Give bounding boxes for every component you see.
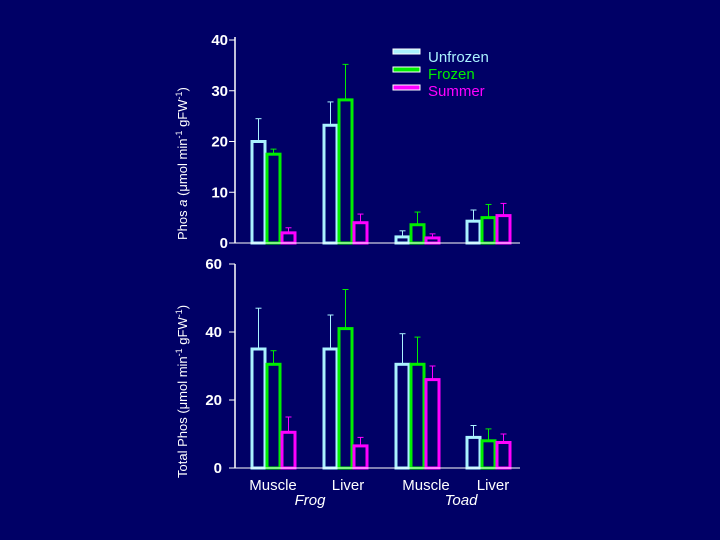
phos-a-y-label-part: Phos (175, 207, 190, 240)
phos-a-bar-unfrozen-frog-liver (322, 123, 339, 245)
total-phos-y-label-part: ) (175, 305, 190, 309)
phos-a-tick-label-10: 10 (211, 184, 228, 201)
legend-label-summer: Summer (428, 83, 485, 100)
total-phos-bar-unfrozen-toad-liver (465, 435, 482, 470)
phos-a-y-label-part: a (175, 200, 190, 207)
legend: Unfrozen Frozen Summer (392, 48, 489, 100)
legend-label-frozen: Frozen (428, 66, 475, 83)
phos-a-y-label-part: mol min (175, 139, 190, 185)
phos-a-y-label-part: μ (175, 184, 190, 192)
total-phos-tick-label-60: 60 (205, 256, 222, 273)
phos-a-bar-frozen-frog-muscle (265, 152, 282, 245)
total-phos-bar-summer-toad-liver (495, 441, 512, 470)
total-phos-bar-frozen-frog-muscle (265, 362, 282, 470)
phos-a-y-axis-label: Phos a (μmol min-1 gFW-1) (174, 87, 190, 240)
total-phos-bar-unfrozen-frog-muscle (250, 347, 267, 470)
total-phos-bar-summer-toad-muscle (424, 378, 441, 470)
total-phos-bar-summer-frog-liver (352, 444, 369, 470)
legend-swatch-frozen (392, 66, 421, 73)
x-label-toad-liver: Liver (477, 477, 510, 494)
phos-a-tick-label-30: 30 (211, 83, 228, 100)
total-phos-bar-unfrozen-frog-liver (322, 347, 339, 470)
phos-a-bar-unfrozen-frog-muscle (250, 140, 267, 245)
total-phos-tick-label-0: 0 (214, 460, 222, 477)
legend-swatch-unfrozen (392, 48, 421, 55)
x-label-toad-muscle: Muscle (402, 477, 450, 494)
total-phos-bar-summer-frog-muscle (280, 430, 297, 470)
phos-a-tick-label-40: 40 (211, 32, 228, 49)
x-group-label-toad: Toad (445, 492, 478, 509)
total-phos-tick-label-40: 40 (205, 324, 222, 341)
phos-a-tick-label-0: 0 (220, 235, 228, 252)
total-phos-y-label-part: mol min (175, 356, 190, 402)
phos-a-y-label-part: -1 (174, 131, 184, 139)
total-phos-tick-label-20: 20 (205, 392, 222, 409)
total-phos-y-label-part: gFW (175, 317, 190, 349)
total-phos-y-label-part: -1 (174, 309, 184, 317)
legend-swatch-summer (392, 84, 421, 91)
total-phos-bar-unfrozen-toad-muscle (394, 362, 411, 470)
phos-a-bar-frozen-frog-liver (337, 98, 354, 245)
total-phos-y-label-part: Total Phos ( (175, 409, 190, 478)
phos-a-bar-frozen-toad-muscle (409, 223, 426, 245)
phos-a-bar-unfrozen-toad-liver (465, 219, 482, 245)
phos-a-y-label-part: ) (175, 87, 190, 91)
total-phos-y-label-part: μ (175, 402, 190, 410)
x-label-frog-liver: Liver (332, 477, 365, 494)
total-phos-bar-frozen-toad-liver (480, 439, 497, 470)
total-phos-y-axis-label: Total Phos (μmol min-1 gFW-1) (174, 305, 190, 478)
total-phos-bar-frozen-toad-muscle (409, 362, 426, 470)
phos-a-bar-summer-frog-muscle (280, 231, 297, 245)
phos-a-tick-label-20: 20 (211, 134, 228, 151)
x-label-frog-muscle: Muscle (249, 477, 297, 494)
total-phos-bar-frozen-frog-liver (337, 327, 354, 470)
phos-a-bar-frozen-toad-liver (480, 216, 497, 245)
phos-a-bar-summer-toad-liver (495, 214, 512, 245)
phos-a-bar-unfrozen-toad-muscle (394, 235, 411, 245)
x-axis-labels: Muscle Liver Muscle Liver Frog Toad (249, 477, 509, 509)
total-phos-y-label-part: -1 (174, 348, 184, 356)
phos-a-y-label-part: ( (175, 191, 190, 200)
x-group-label-frog: Frog (295, 492, 327, 509)
phos-a-y-label-part: -1 (174, 91, 184, 99)
phos-a-bar-summer-toad-muscle (424, 236, 441, 245)
legend-label-unfrozen: Unfrozen (428, 49, 489, 66)
phos-a-y-label-part: gFW (175, 99, 190, 131)
phos-a-bar-summer-frog-liver (352, 221, 369, 245)
